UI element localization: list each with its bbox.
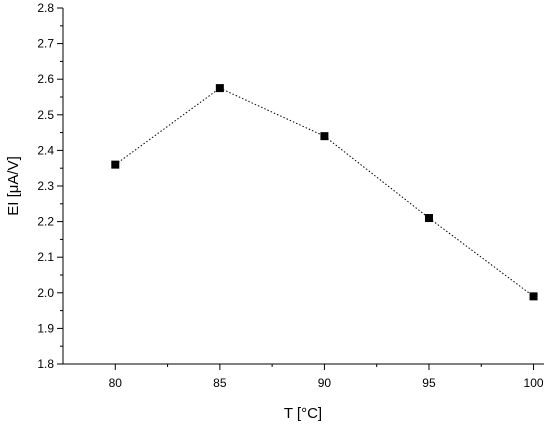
data-point: [529, 292, 538, 301]
data-point: [111, 160, 120, 169]
y-tick-label: 2.8: [37, 1, 54, 15]
x-tick-label: 90: [318, 376, 332, 390]
x-tick-label: 80: [109, 376, 123, 390]
x-tick-label: 100: [524, 376, 544, 390]
y-tick-label: 2.2: [37, 215, 54, 229]
x-axis-title: T [°C]: [284, 405, 322, 422]
series-line: [114, 87, 534, 297]
y-tick-label: 1.8: [37, 357, 54, 371]
series-layer: [111, 84, 538, 301]
data-point: [320, 132, 329, 141]
x-ticks: 80 85 90 95 100: [109, 364, 544, 390]
x-tick-label: 85: [213, 376, 227, 390]
y-tick-label: 2.0: [37, 286, 54, 300]
y-tick-label: 2.5: [37, 108, 54, 122]
y-tick-label: 2.7: [37, 37, 54, 51]
x-tick-label: 95: [422, 376, 436, 390]
data-point: [215, 84, 224, 93]
y-ticks: 1.8 1.9 2.0 2.1 2.2 2.3 2.4 2.5 2.6 2.7 2.8: [37, 1, 63, 371]
y-tick-label: 2.1: [37, 250, 54, 264]
y-tick-label: 2.4: [37, 143, 54, 157]
y-tick-label: 2.6: [37, 72, 54, 86]
data-point: [424, 214, 433, 223]
y-tick-label: 1.9: [37, 321, 54, 335]
y-axis-title: EI [μA/V]: [5, 156, 22, 216]
y-tick-label: 2.3: [37, 179, 54, 193]
plot-area: [62, 8, 544, 365]
